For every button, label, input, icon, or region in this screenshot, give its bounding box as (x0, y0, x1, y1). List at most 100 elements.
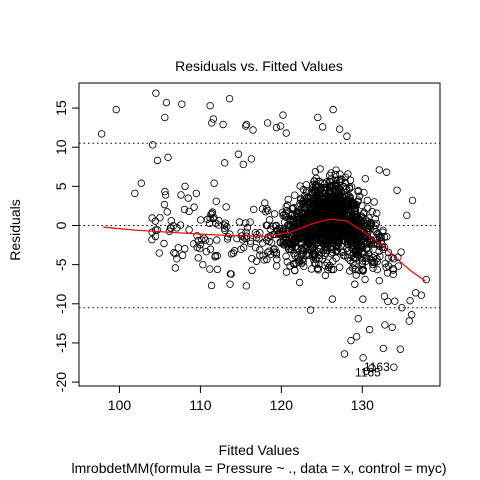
data-point (296, 279, 303, 286)
data-point (202, 237, 209, 244)
data-point (283, 269, 290, 276)
data-point (353, 333, 360, 340)
data-point (138, 180, 145, 187)
data-point (319, 124, 326, 131)
data-point (179, 252, 186, 259)
data-point (383, 169, 390, 176)
data-point (210, 116, 217, 123)
data-point (391, 298, 398, 305)
data-point (244, 224, 251, 231)
data-point (364, 197, 371, 204)
data-point (227, 281, 234, 288)
data-point (389, 324, 396, 331)
data-point (154, 157, 161, 164)
data-point (164, 209, 171, 216)
data-point (273, 124, 280, 131)
data-point (195, 255, 202, 262)
data-point (385, 298, 392, 305)
data-point (344, 133, 351, 140)
y-tick-label: 5 (53, 182, 69, 190)
x-tick-label: 120 (270, 397, 294, 413)
data-point (221, 160, 228, 167)
data-point (197, 217, 204, 224)
data-point (214, 266, 221, 273)
data-point (220, 121, 227, 128)
data-point (98, 131, 105, 138)
y-tick-label: -10 (53, 293, 69, 313)
data-point (376, 167, 383, 174)
data-point (200, 261, 207, 268)
data-point (161, 201, 168, 208)
data-point (248, 156, 255, 163)
data-point (243, 229, 250, 236)
data-point (348, 337, 355, 344)
data-point (186, 227, 193, 234)
data-point (371, 199, 378, 206)
data-point (172, 265, 179, 272)
data-point (280, 112, 287, 119)
plot-area: 11631165100 110 120 130-20-15-10-5051015 (53, 83, 440, 413)
x-tick-label: 130 (351, 397, 375, 413)
data-point (397, 346, 404, 353)
data-point (337, 171, 344, 178)
data-point (271, 211, 278, 218)
data-point (182, 183, 189, 190)
data-point (249, 267, 256, 274)
data-point (341, 351, 348, 358)
data-point (264, 120, 271, 127)
x-tick-label: 100 (108, 397, 132, 413)
data-point (226, 95, 233, 102)
plot-frame (79, 83, 440, 386)
data-point (190, 241, 197, 248)
y-tick-label: -5 (53, 258, 69, 271)
data-point (277, 123, 284, 130)
data-point (178, 101, 185, 108)
data-point (206, 266, 213, 273)
data-point (161, 114, 168, 121)
data-point (236, 219, 243, 226)
y-tick-label: -15 (53, 333, 69, 353)
data-point (409, 197, 416, 204)
data-point (165, 154, 172, 161)
data-point (366, 326, 373, 333)
data-point (406, 318, 413, 325)
y-tick-label: 15 (53, 100, 69, 116)
data-point (235, 151, 242, 158)
data-point (208, 282, 215, 289)
data-point (418, 292, 425, 299)
data-point (314, 114, 321, 121)
data-point (352, 281, 359, 288)
data-point (362, 175, 369, 182)
data-point (394, 187, 401, 194)
outlier-label: 1165 (355, 366, 381, 380)
data-point (207, 102, 214, 109)
data-point (181, 245, 188, 252)
data-point (161, 240, 168, 247)
data-point (250, 127, 257, 134)
data-point (157, 214, 164, 221)
data-point (208, 120, 215, 127)
data-point (329, 296, 336, 303)
data-point (243, 283, 250, 290)
y-axis-label: Residuals (7, 199, 23, 260)
data-point (382, 322, 389, 329)
chart-title: Residuals vs. Fitted Values (175, 58, 343, 74)
data-point (362, 276, 369, 283)
data-point (360, 296, 367, 303)
data-point (307, 307, 314, 314)
data-point (283, 130, 290, 137)
data-point (364, 205, 371, 212)
data-point (391, 364, 398, 371)
y-tick-label: 0 (53, 221, 69, 229)
data-point (330, 106, 337, 113)
data-point (376, 277, 383, 284)
data-point (404, 212, 411, 219)
data-point (132, 190, 139, 197)
data-point (193, 190, 200, 197)
data-point (185, 195, 192, 202)
data-point (336, 264, 343, 271)
data-point (374, 266, 381, 273)
data-point (223, 204, 230, 211)
data-point (153, 90, 160, 97)
